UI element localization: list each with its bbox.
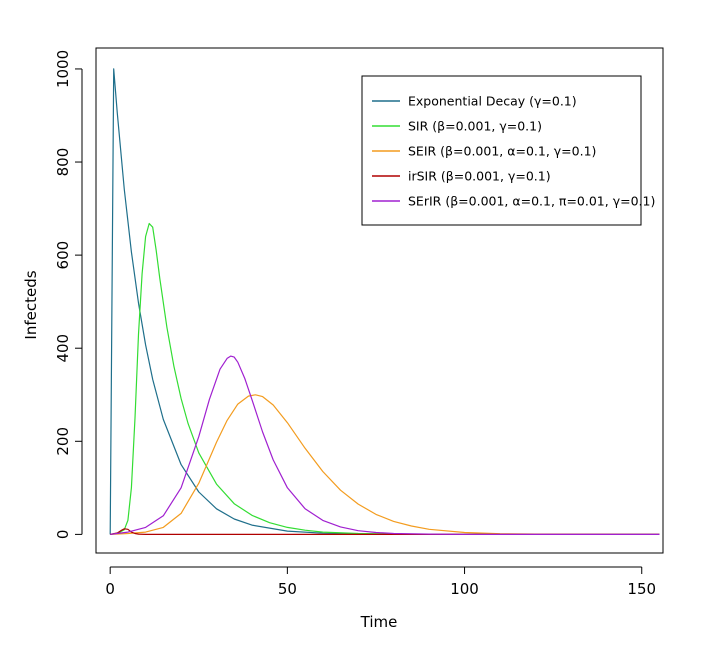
y-axis-label: Infecteds	[22, 270, 40, 339]
series-line-3	[110, 394, 660, 536]
y-tick-label: 1000	[54, 50, 72, 88]
x-axis-label: Time	[360, 613, 398, 631]
y-tick-label: 400	[54, 334, 72, 363]
legend-label-3: SEIR (β=0.001, α=0.1, γ=0.1)	[408, 144, 596, 159]
y-tick-label: 600	[54, 241, 72, 270]
x-tick-label: 0	[105, 580, 115, 598]
legend-label-2: SIR (β=0.001, γ=0.1)	[408, 119, 542, 134]
y-axis: 0 200 400 600 800 1000	[54, 50, 83, 540]
legend-label-5: SErIR (β=0.001, α=0.1, π=0.01, γ=0.1)	[408, 194, 655, 209]
legend: Exponential Decay (γ=0.1) SIR (β=0.001, γ…	[361, 75, 655, 226]
x-tick-label: 100	[450, 580, 479, 598]
series-line-5	[110, 355, 660, 536]
plot-lines	[109, 68, 660, 536]
x-tick-label: 150	[627, 580, 656, 598]
legend-label-1: Exponential Decay (γ=0.1)	[408, 94, 577, 109]
x-axis: 0 50 100 150	[105, 566, 656, 598]
series-line-2	[110, 222, 660, 536]
legend-box	[361, 75, 642, 226]
y-tick-label: 800	[54, 148, 72, 177]
legend-label-4: irSIR (β=0.001, γ=0.1)	[408, 169, 551, 184]
series-line-4	[110, 528, 660, 536]
x-tick-label: 50	[278, 580, 297, 598]
plot-frame	[95, 47, 664, 554]
y-tick-label: 200	[54, 427, 72, 456]
y-tick-label: 0	[54, 530, 72, 540]
